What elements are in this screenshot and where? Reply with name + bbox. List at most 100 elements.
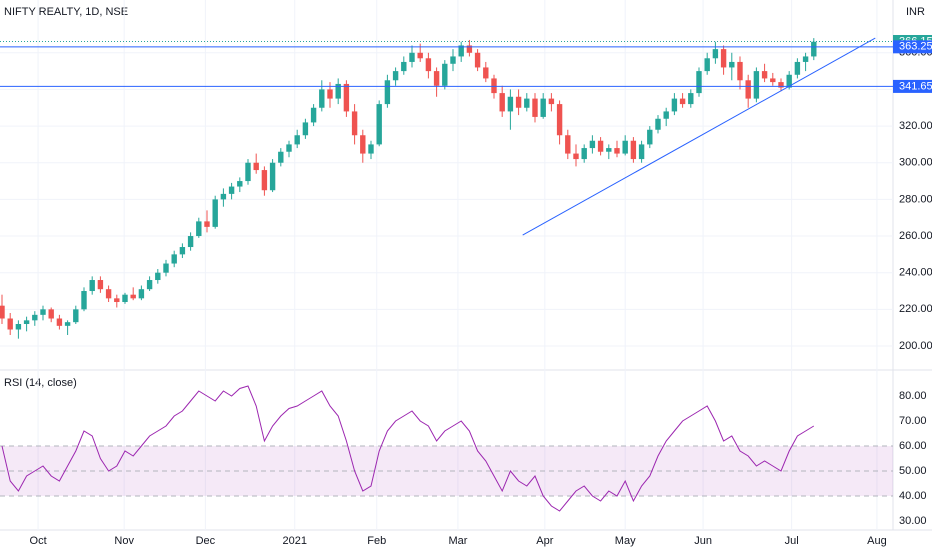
candle-body [679,98,686,105]
candle-body [450,56,456,64]
candle-body [409,52,415,62]
candle-body [245,162,251,182]
price-label: 341.65 [899,80,932,92]
candle-body [351,111,358,136]
y-tick-label: 240.00 [899,267,932,279]
candle-body [220,193,227,200]
x-tick-label: Jun [694,535,712,547]
candle-body [319,89,325,108]
candle-body [753,71,760,99]
candle-body [253,162,259,171]
candle-body [507,96,514,112]
currency: INR [906,6,925,18]
candle-body [146,280,153,290]
candle-body [532,98,538,117]
x-tick-label: May [615,535,636,547]
candle-body [466,45,473,53]
candle-body [187,236,194,248]
candle-body [89,280,95,292]
x-tick-label: 2021 [282,535,306,547]
y-tick-label: 200.00 [899,340,932,352]
candle-body [343,83,350,112]
candle-body [540,98,546,117]
candle-body [704,58,710,72]
candle-body [368,144,374,154]
candle-body [7,318,13,330]
candle-body [458,45,464,57]
x-tick-label: Apr [536,535,553,547]
candle-body [491,78,497,94]
candle-body [261,170,268,191]
candle-body [630,140,637,160]
x-tick-label: Aug [867,535,887,547]
rsi-title: RSI (14, close) [4,377,77,389]
candle-body [97,280,104,290]
candle-body [647,129,653,145]
candle-body [745,80,751,99]
candle-body [737,61,743,81]
candle-body [622,140,628,154]
candle-body [524,98,530,108]
rsi-tick-label: 50.00 [899,465,927,477]
candle-body [548,98,555,105]
candle-body [130,294,136,299]
candle-body [811,41,817,57]
candle-body [384,80,391,105]
candle-body [23,320,30,325]
candle-body [32,314,38,321]
x-tick-label: Nov [114,535,134,547]
y-tick-label: 260.00 [899,230,932,242]
candle-body [761,71,768,79]
candle-body [770,78,776,83]
candle-body [712,49,719,59]
candle-body [556,104,563,136]
candle-body [40,309,46,315]
rsi-tick-label: 40.00 [899,490,927,502]
candle-body [105,289,112,299]
candle-body [237,181,243,187]
candle-body [138,289,145,299]
candle-body [417,52,423,59]
candle-body [0,305,5,319]
candle-body [483,67,489,79]
y-tick-label: 280.00 [899,193,932,205]
candle-body [269,162,276,191]
candle-body [499,93,505,112]
candle-body [73,309,79,323]
rsi-tick-label: 80.00 [899,390,927,402]
candle-body [614,148,620,154]
candle-body [376,104,382,145]
candle-body [204,221,210,227]
candle-body [163,263,169,273]
x-tick-label: Dec [196,535,216,547]
candle-body [638,144,645,160]
candle-body [286,144,292,152]
candle-body [425,58,432,72]
candle-body [335,83,341,99]
rsi-tick-label: 60.00 [899,440,927,452]
y-tick-label: 300.00 [899,157,932,169]
candle-body [15,324,22,330]
y-tick-label: 220.00 [899,303,932,315]
candle-body [696,71,702,94]
candle-body [401,61,407,72]
price-label-box [893,40,932,54]
candle-body [778,82,784,88]
trend-line [522,37,876,236]
rsi-tick-label: 30.00 [899,515,927,527]
candle-body [606,148,612,152]
candle-body [122,294,128,303]
rsi-line [1,385,815,512]
x-tick-label: Mar [448,535,467,547]
candle-body [729,61,735,68]
candle-body [48,309,54,319]
candle-body [655,118,661,130]
candle-body [720,49,727,68]
y-tick-label: 320.00 [899,120,932,132]
candle-body [114,298,120,303]
x-tick-label: Feb [367,535,386,547]
candle-body [589,140,596,149]
candle-body [64,322,71,326]
candle-body [360,135,366,154]
